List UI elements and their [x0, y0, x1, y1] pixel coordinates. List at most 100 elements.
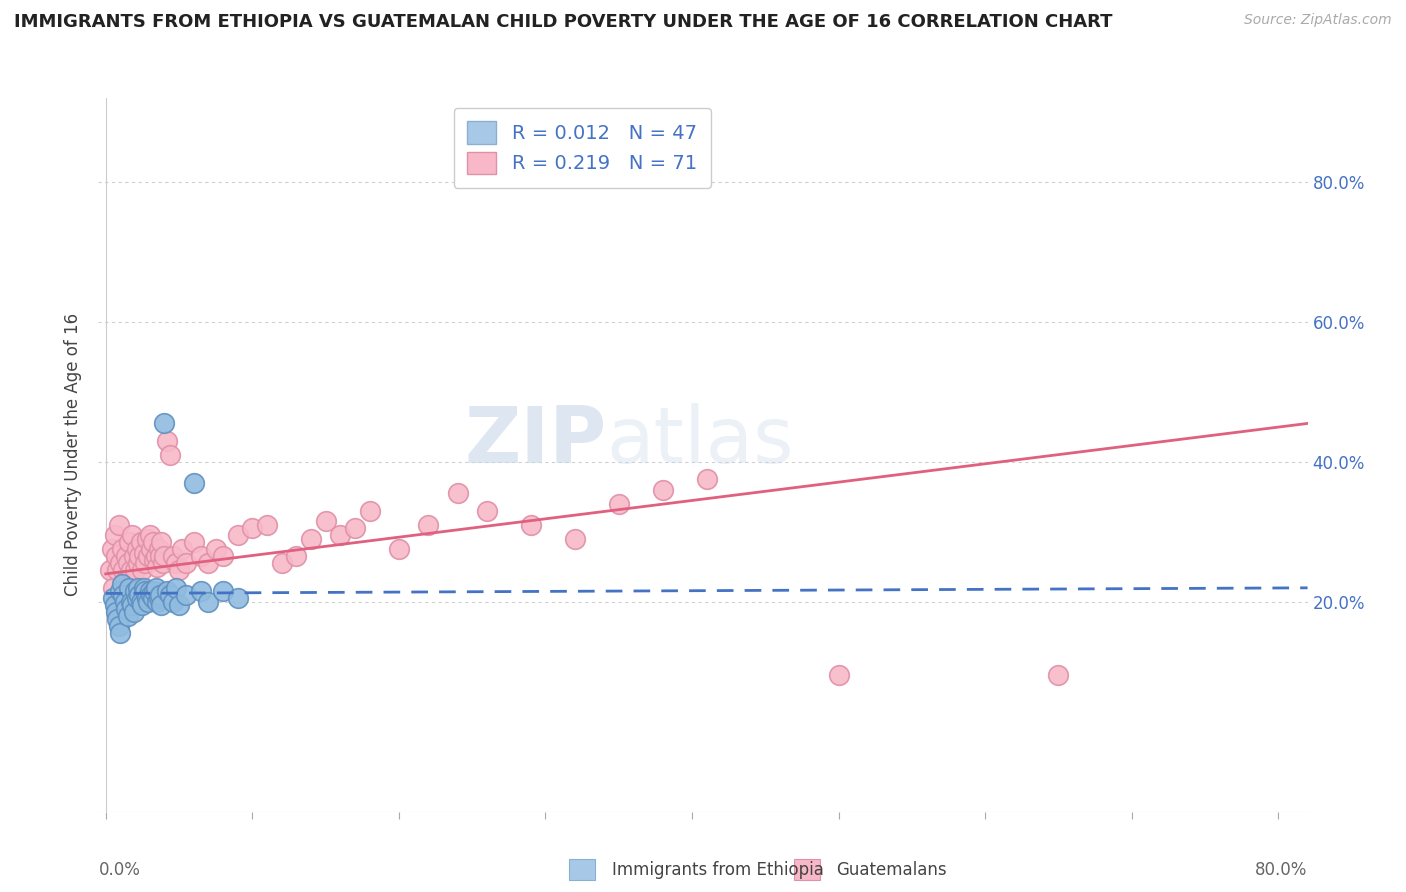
Point [110, 626, 132, 640]
Point [129, 535, 152, 549]
Point [129, 595, 152, 609]
Point [153, 549, 176, 564]
Point [122, 549, 145, 564]
Text: atlas: atlas [606, 402, 794, 479]
Point [162, 595, 184, 609]
Point [149, 549, 172, 564]
Point [212, 549, 235, 564]
Text: Immigrants from Ethiopia: Immigrants from Ethiopia [612, 861, 824, 879]
Point [103, 599, 125, 613]
Point [138, 584, 160, 599]
Point [141, 588, 163, 602]
Point [149, 588, 172, 602]
Point [127, 581, 149, 595]
Point [107, 612, 129, 626]
Point [148, 591, 170, 606]
Point [146, 595, 169, 609]
Point [138, 528, 160, 542]
Point [118, 535, 141, 549]
Point [142, 591, 165, 606]
Point [117, 608, 139, 623]
Point [107, 563, 129, 577]
Point [170, 542, 193, 557]
Point [142, 535, 165, 549]
Point [114, 574, 136, 588]
Text: Guatemalans: Guatemalans [837, 861, 948, 879]
Point [111, 577, 134, 591]
Point [285, 549, 308, 564]
Point [141, 542, 163, 557]
Point [165, 557, 187, 571]
Point [190, 584, 212, 599]
Point [143, 584, 166, 599]
Point [112, 588, 135, 602]
Point [121, 599, 143, 613]
Point [146, 559, 169, 574]
Point [156, 584, 179, 599]
Point [165, 581, 187, 595]
Point [315, 515, 337, 529]
Point [183, 535, 205, 549]
Point [156, 434, 179, 448]
Point [150, 535, 173, 549]
Point [122, 605, 145, 619]
Text: 80.0%: 80.0% [1256, 861, 1308, 879]
Point [135, 591, 157, 606]
Point [118, 581, 141, 595]
Point [105, 549, 128, 564]
Point [153, 417, 176, 431]
Point [651, 483, 673, 497]
Point [148, 542, 170, 557]
Point [212, 584, 235, 599]
Point [359, 504, 381, 518]
Point [121, 528, 143, 542]
Point [197, 557, 219, 571]
Point [111, 542, 134, 557]
Point [1047, 668, 1070, 682]
Point [127, 557, 149, 571]
Point [120, 563, 142, 577]
Point [190, 549, 212, 564]
Point [128, 588, 150, 602]
Point [143, 553, 166, 567]
Point [162, 549, 184, 564]
Point [343, 521, 366, 535]
Point [110, 557, 132, 571]
Point [98, 563, 121, 577]
Point [108, 619, 131, 633]
Point [226, 591, 249, 606]
Point [696, 472, 718, 486]
Point [136, 595, 159, 609]
Point [299, 532, 322, 546]
Point [607, 497, 630, 511]
Point [112, 563, 135, 577]
Point [197, 595, 219, 609]
Point [152, 557, 174, 571]
Point [117, 557, 139, 571]
Point [176, 588, 198, 602]
Point [564, 532, 586, 546]
Point [256, 517, 278, 532]
Point [183, 475, 205, 490]
Point [131, 599, 153, 613]
Point [204, 542, 226, 557]
Point [125, 542, 148, 557]
Legend: R = 0.012   N = 47, R = 0.219   N = 71: R = 0.012 N = 47, R = 0.219 N = 71 [454, 108, 710, 187]
Point [108, 517, 131, 532]
Point [388, 542, 411, 557]
Point [114, 595, 136, 609]
Text: ZIP: ZIP [464, 402, 606, 479]
Point [329, 528, 352, 542]
Point [446, 486, 468, 500]
Point [475, 504, 498, 518]
Point [167, 599, 190, 613]
Point [136, 549, 159, 564]
Point [418, 517, 440, 532]
Point [145, 581, 167, 595]
Point [132, 581, 155, 595]
Point [120, 595, 142, 609]
Point [240, 521, 263, 535]
Point [103, 528, 125, 542]
Point [270, 557, 292, 571]
Point [226, 528, 249, 542]
